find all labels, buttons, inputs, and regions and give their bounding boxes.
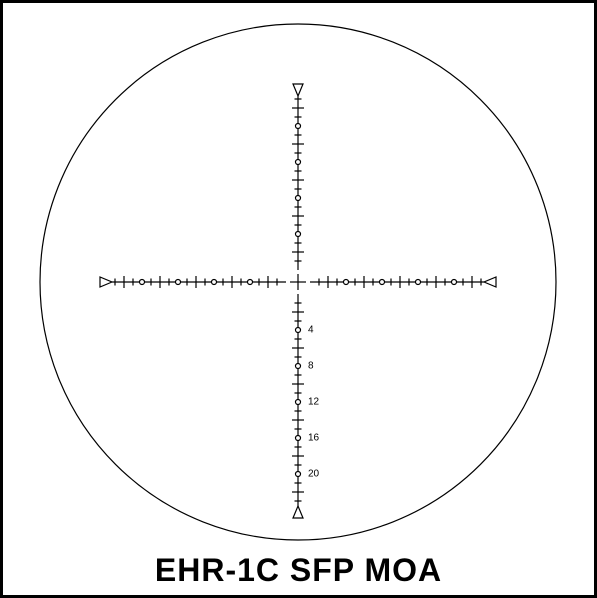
svg-text:4: 4 <box>308 325 314 336</box>
frame: 4 8 12 16 20 EHR-1C SFP MOA <box>0 0 597 598</box>
svg-text:20: 20 <box>308 469 320 480</box>
reticle-title: EHR-1C SFP MOA <box>3 552 594 589</box>
svg-text:12: 12 <box>308 397 320 408</box>
svg-text:8: 8 <box>308 361 314 372</box>
svg-text:16: 16 <box>308 433 320 444</box>
reticle-diagram: 4 8 12 16 20 <box>3 3 594 595</box>
